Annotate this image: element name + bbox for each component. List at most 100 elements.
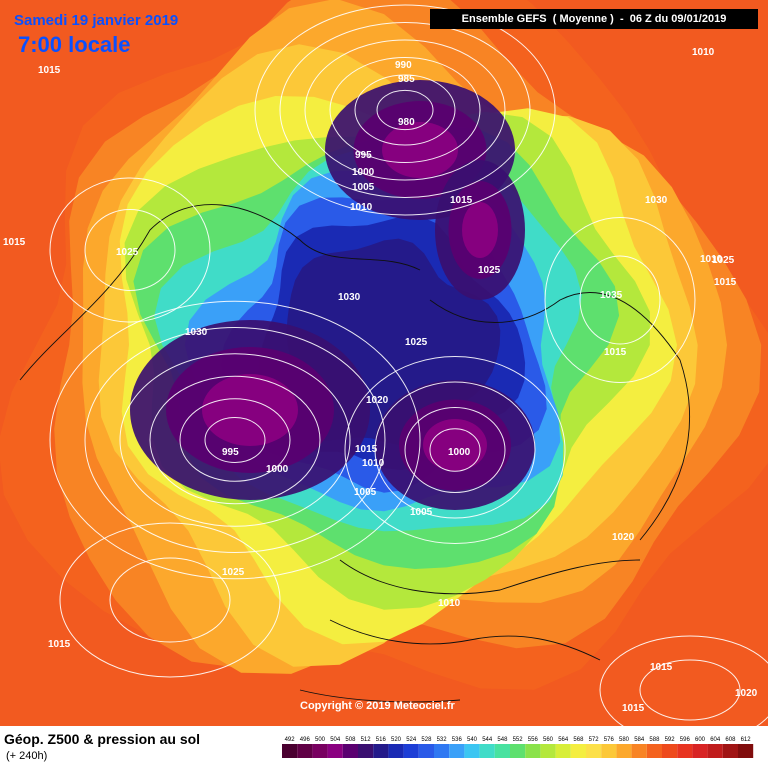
legend-tick-label: 600 [695, 737, 706, 743]
legend-tick-label: 604 [710, 737, 721, 743]
legend-swatch [586, 744, 602, 758]
isobar-label: 995 [355, 150, 372, 161]
isobar-label: 1035 [600, 290, 623, 301]
legend-tick-label: 556 [528, 737, 539, 743]
legend-swatch [312, 744, 328, 758]
isobar-label: 1000 [352, 167, 375, 178]
isobar-label: 1010 [700, 254, 723, 265]
legend-swatch [434, 744, 450, 758]
legend-tick-label: 540 [467, 737, 478, 743]
legend-swatch [570, 744, 586, 758]
isobar-label: 1030 [338, 292, 361, 303]
legend-swatch [738, 744, 754, 758]
legend-swatch [464, 744, 480, 758]
legend-swatch [631, 744, 647, 758]
legend-swatch [297, 744, 313, 758]
legend-swatch [342, 744, 358, 758]
field-name: Géop. Z500 & pression au sol [4, 731, 201, 747]
isobar-label: 980 [398, 117, 415, 128]
isobar [354, 74, 456, 146]
isobars [49, 4, 768, 726]
legend-tick-label: 508 [345, 737, 356, 743]
isobar [404, 407, 506, 493]
legend-swatch [358, 744, 374, 758]
isobar-label: 1015 [714, 277, 737, 288]
legend-tick-label: 572 [589, 737, 600, 743]
low-centres [130, 80, 535, 510]
legend-swatch [662, 744, 678, 758]
legend-swatch [388, 744, 404, 758]
isobar [254, 4, 556, 216]
legend-tick-label: 564 [558, 737, 569, 743]
isobar-label: 985 [398, 74, 415, 85]
isobar-label: 1010 [350, 202, 373, 213]
isobar-label: 1020 [735, 688, 758, 699]
forecast-date: Samedi 19 janvier 2019 [14, 12, 179, 29]
low-core [423, 419, 487, 471]
legend-tick-label: 612 [741, 737, 752, 743]
lead-time: (+ 240h) [6, 750, 48, 762]
isobar [374, 381, 536, 519]
low-core [202, 374, 298, 446]
isobar [579, 255, 661, 345]
low-core [382, 122, 458, 178]
isobar [109, 557, 231, 643]
isobar [279, 22, 531, 198]
isobar-label: 1025 [478, 265, 501, 276]
legend-tick-label: 568 [573, 737, 584, 743]
isobar-label: 1020 [366, 395, 389, 406]
isobar-label: 1005 [354, 487, 377, 498]
legend-swatch [646, 744, 662, 758]
isobar [84, 209, 176, 291]
legend-swatch [525, 744, 541, 758]
coastline [429, 292, 691, 541]
coastline [339, 559, 641, 595]
legend-tick-label: 536 [452, 737, 463, 743]
legend-swatch [692, 744, 708, 758]
legend-tick-label: 608 [725, 737, 736, 743]
legend-swatch [403, 744, 419, 758]
isobar [119, 353, 351, 527]
isobar-labels: 990 985 980 995 1000 1005 1010 1015 1025 1030 1035… [3, 47, 758, 714]
legend-tick-label: 544 [482, 737, 493, 743]
legend-tick-label: 504 [330, 737, 341, 743]
isobar-label: 1010 [692, 47, 715, 58]
isobar-label: 990 [395, 60, 412, 71]
isobar [639, 659, 741, 721]
isobar-label: 1010 [362, 458, 385, 469]
colour-scale-legend: 492 496 500 504 508 512 516 520 524 528 532 536 540 5… [282, 737, 754, 758]
isobar [344, 356, 566, 544]
legend-swatch [616, 744, 632, 758]
legend-tick-label: 576 [604, 737, 615, 743]
low-core [462, 202, 498, 258]
copyright-text: Copyright © 2019 Meteociel.fr [300, 700, 455, 712]
isobar-label: 1015 [604, 347, 627, 358]
isobar-label: 1005 [410, 507, 433, 518]
isobar-label: 1015 [38, 65, 61, 76]
legend-tick-label: 580 [619, 737, 630, 743]
legend-swatch [418, 744, 434, 758]
legend-swatch [677, 744, 693, 758]
legend-tick-label: 584 [634, 737, 645, 743]
legend-tick-label: 500 [315, 737, 326, 743]
coastline [19, 204, 421, 381]
legend-tick-label: 492 [285, 737, 296, 743]
isobar-label: 995 [222, 447, 239, 458]
model-info-banner: Ensemble GEFS ( Moyenne ) - 06 Z du 09/0… [430, 9, 758, 29]
legend-tick-label: 524 [406, 737, 417, 743]
isobar-label: 1015 [355, 444, 378, 455]
legend-tick-label: 560 [543, 737, 554, 743]
isobar-label: 1025 [222, 567, 245, 578]
legend-tick-label: 548 [497, 737, 508, 743]
isobar [599, 635, 768, 726]
isobar [376, 89, 434, 131]
isobar-label: 1015 [650, 662, 673, 673]
legend-swatch [722, 744, 738, 758]
map-canvas: 990 985 980 995 1000 1005 1010 1015 1025 1030 1035… [0, 0, 768, 726]
legend-swatch [449, 744, 465, 758]
legend-tick-label: 516 [376, 737, 387, 743]
legend-swatch [555, 744, 571, 758]
coastline [299, 689, 461, 703]
isobar-label: 1000 [448, 447, 471, 458]
